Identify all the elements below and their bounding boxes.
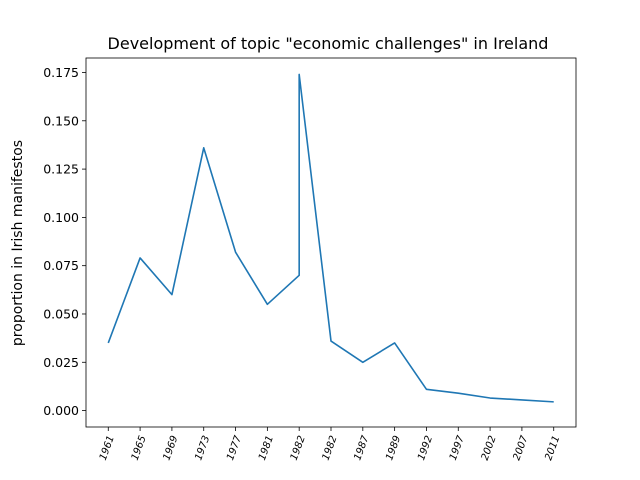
y-tick-label-1: 0.025 [43, 355, 79, 370]
x-tick-label-14: 2011 [543, 434, 562, 462]
x-tick-label-3: 1973 [193, 434, 212, 462]
chart-title: Development of topic "economic challenge… [108, 34, 549, 53]
plot-area-frame [85, 57, 577, 428]
x-tick-label-0: 1961 [98, 434, 117, 462]
y-tick-label-5: 0.125 [43, 162, 79, 177]
x-tick-label-1: 1965 [130, 434, 149, 462]
series-line-0 [107, 73, 554, 403]
series-layer [107, 73, 554, 403]
x-tick-label-13: 2007 [512, 434, 531, 462]
x-axis: 1961 1965 1969 1973 1977 1981 1982 1982 1987 1989… [98, 427, 562, 462]
x-tick-label-9: 1989 [384, 434, 403, 462]
x-tick-label-8: 1987 [352, 434, 371, 462]
x-tick-label-6: 1982 [289, 434, 308, 462]
y-axis-label: proportion in Irish manifestos [10, 140, 26, 346]
x-tick-label-4: 1977 [225, 434, 244, 462]
y-tick-label-7: 0.175 [43, 65, 79, 80]
x-tick-label-7: 1982 [321, 434, 340, 462]
y-tick-label-3: 0.075 [43, 258, 79, 273]
x-tick-label-2: 1969 [162, 434, 181, 462]
y-tick-label-6: 0.150 [43, 113, 79, 128]
y-tick-label-4: 0.100 [43, 210, 79, 225]
y-tick-label-2: 0.050 [43, 306, 79, 321]
x-tick-label-5: 1981 [257, 434, 276, 462]
y-tick-label-0: 0.000 [43, 403, 79, 418]
x-tick-label-12: 2002 [480, 434, 499, 462]
y-axis: 0.000 0.025 0.050 0.075 0.100 0.125 0.150 0.175 [43, 65, 86, 418]
x-tick-label-10: 1992 [416, 434, 435, 462]
x-tick-label-11: 1997 [448, 434, 467, 462]
